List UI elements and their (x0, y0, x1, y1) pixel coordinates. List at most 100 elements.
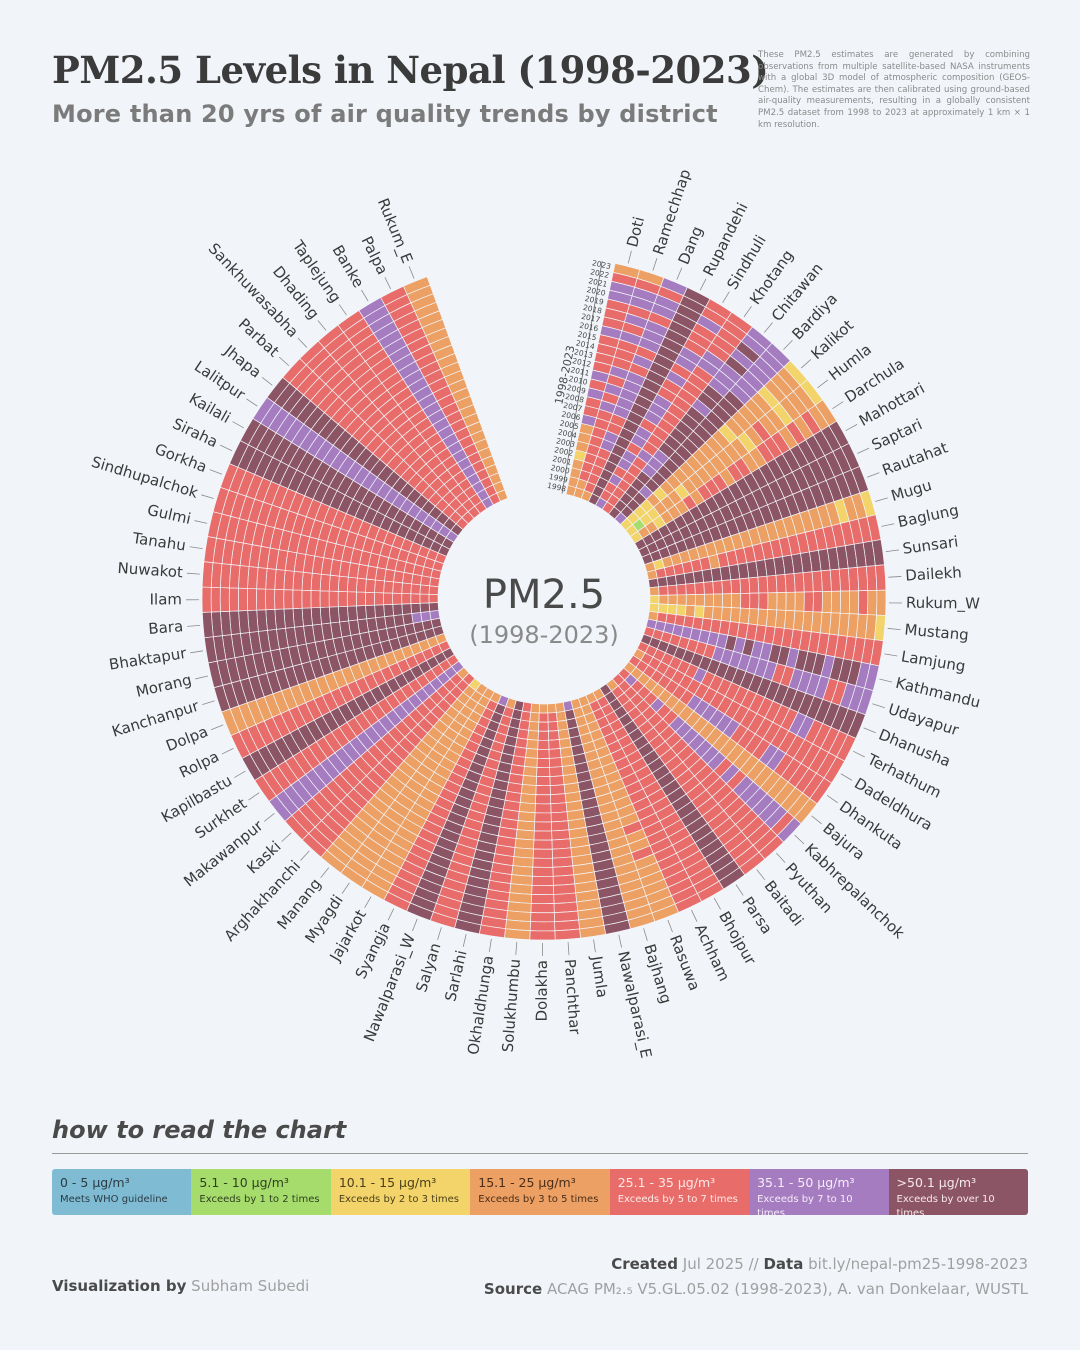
district-label: Salyan (412, 941, 444, 995)
district-leader-line (783, 339, 793, 350)
district-leader-line (195, 675, 209, 680)
heatmap-cell (522, 766, 538, 777)
district-leader-line (735, 884, 744, 896)
heatmap-cell (666, 603, 678, 616)
heatmap-cell (547, 721, 559, 732)
district-leader-line (462, 934, 467, 947)
district-leader-line (887, 628, 901, 631)
source-line: Source ACAG PM₂.₅ V5.GL.05.02 (1998-2023… (484, 1277, 1028, 1302)
heatmap-cell (550, 811, 569, 823)
heatmap-cell (739, 577, 751, 594)
heatmap-cell (328, 590, 339, 608)
heatmap-cell (328, 574, 340, 592)
district-label: Dailekh (905, 563, 962, 584)
heatmap-cell (556, 719, 569, 731)
district-leader-line (872, 703, 885, 709)
heatmap-cell (228, 587, 239, 612)
district-leader-line (248, 792, 260, 801)
heatmap-cell (667, 584, 678, 596)
heatmap-cell (722, 593, 733, 608)
heatmap-cell (857, 590, 869, 615)
heatmap-cell (676, 594, 687, 606)
heatmap-cell (383, 592, 394, 606)
district-leader-line (817, 379, 829, 389)
district-leader-line (210, 724, 224, 731)
heatmap-cell (210, 586, 221, 613)
heatmap-cell (657, 603, 669, 614)
district-leader-line (764, 322, 773, 333)
data-label: Data (763, 1255, 804, 1273)
heatmap-cell (392, 592, 403, 605)
heatmap-cell (428, 585, 439, 595)
legend-item-3: 15.1 - 25 µg/m³ Exceeds by 3 to 5 times (470, 1169, 610, 1215)
heatmap-cell (529, 921, 556, 932)
heatmap-cell (392, 603, 404, 616)
district-leader-line (840, 773, 853, 781)
heatmap-cell (785, 591, 796, 612)
heatmap-cell (531, 875, 554, 886)
district-leader-line (722, 291, 730, 304)
year-tick-label: 2013 (573, 347, 594, 360)
heatmap-cell (310, 607, 322, 626)
heatmap-cell (410, 602, 422, 614)
district-leader-line (879, 678, 893, 683)
heatmap-cell (658, 594, 669, 605)
visualization-credit: Visualization by Subham Subedi (52, 1277, 309, 1295)
heatmap-cell (552, 856, 574, 868)
district-leader-line (627, 250, 632, 264)
year-tick-label: 2008 (564, 392, 585, 405)
district-label: Bajhang (640, 942, 675, 1006)
heatmap-cell (301, 571, 313, 591)
district-label: Dolakha (533, 960, 551, 1022)
heatmap-cell (794, 591, 805, 612)
heatmap-cell (548, 748, 562, 759)
heatmap-cell (811, 570, 823, 593)
heatmap-cell (523, 756, 538, 768)
heatmap-cell (402, 571, 414, 585)
district-leader-line (261, 377, 273, 386)
heatmap-cell (355, 591, 366, 607)
heatmap-cell (530, 903, 555, 914)
heatmap-cell (554, 701, 566, 713)
heatmap-cell (201, 561, 214, 588)
district-leader-line (384, 277, 392, 290)
district-leader-line (676, 267, 683, 280)
year-tick-label: 2000 (550, 463, 571, 476)
heatmap-cell (711, 606, 723, 621)
footer-source: Created Jul 2025 // Data bit.ly/nepal-pm… (484, 1252, 1028, 1302)
heatmap-cell (874, 564, 887, 591)
heatmap-cell (648, 603, 660, 613)
heatmap-cell (694, 582, 705, 595)
heatmap-cell (420, 610, 432, 622)
data-link[interactable]: bit.ly/nepal-pm25-1998-2023 (808, 1255, 1028, 1273)
data-separator: // (748, 1255, 759, 1273)
heatmap-cell (374, 579, 385, 594)
year-tick-label: 2004 (557, 427, 578, 440)
district-leader-line (857, 447, 870, 454)
heatmap-cell (356, 605, 367, 621)
heatmap-cell (674, 573, 687, 586)
heatmap-cell (521, 775, 537, 786)
heatmap-cell (683, 571, 696, 585)
heatmap-cell (292, 589, 303, 609)
district-label: Okhaldhunga (464, 954, 497, 1056)
heatmap-cell (356, 577, 367, 593)
heatmap-cell (428, 593, 439, 604)
heatmap-cell (758, 592, 769, 610)
created-value: Jul 2025 (682, 1255, 744, 1273)
heatmap-cell (374, 592, 385, 606)
heatmap-cell (549, 775, 565, 786)
district-leader-line (246, 398, 258, 407)
heatmap-cell (310, 572, 322, 592)
year-tick-label: 2009 (566, 383, 587, 396)
district-leader-line (643, 928, 648, 941)
heatmap-cell (820, 569, 832, 592)
heatmap-cell (532, 866, 554, 877)
heatmap-cell (515, 829, 535, 841)
heatmap-cell (529, 930, 556, 941)
district-label: Bara (148, 617, 184, 638)
legend-divider (52, 1153, 1028, 1154)
district-leader-line (437, 927, 442, 940)
heatmap-cell (839, 590, 851, 615)
heatmap-cell (533, 830, 553, 841)
